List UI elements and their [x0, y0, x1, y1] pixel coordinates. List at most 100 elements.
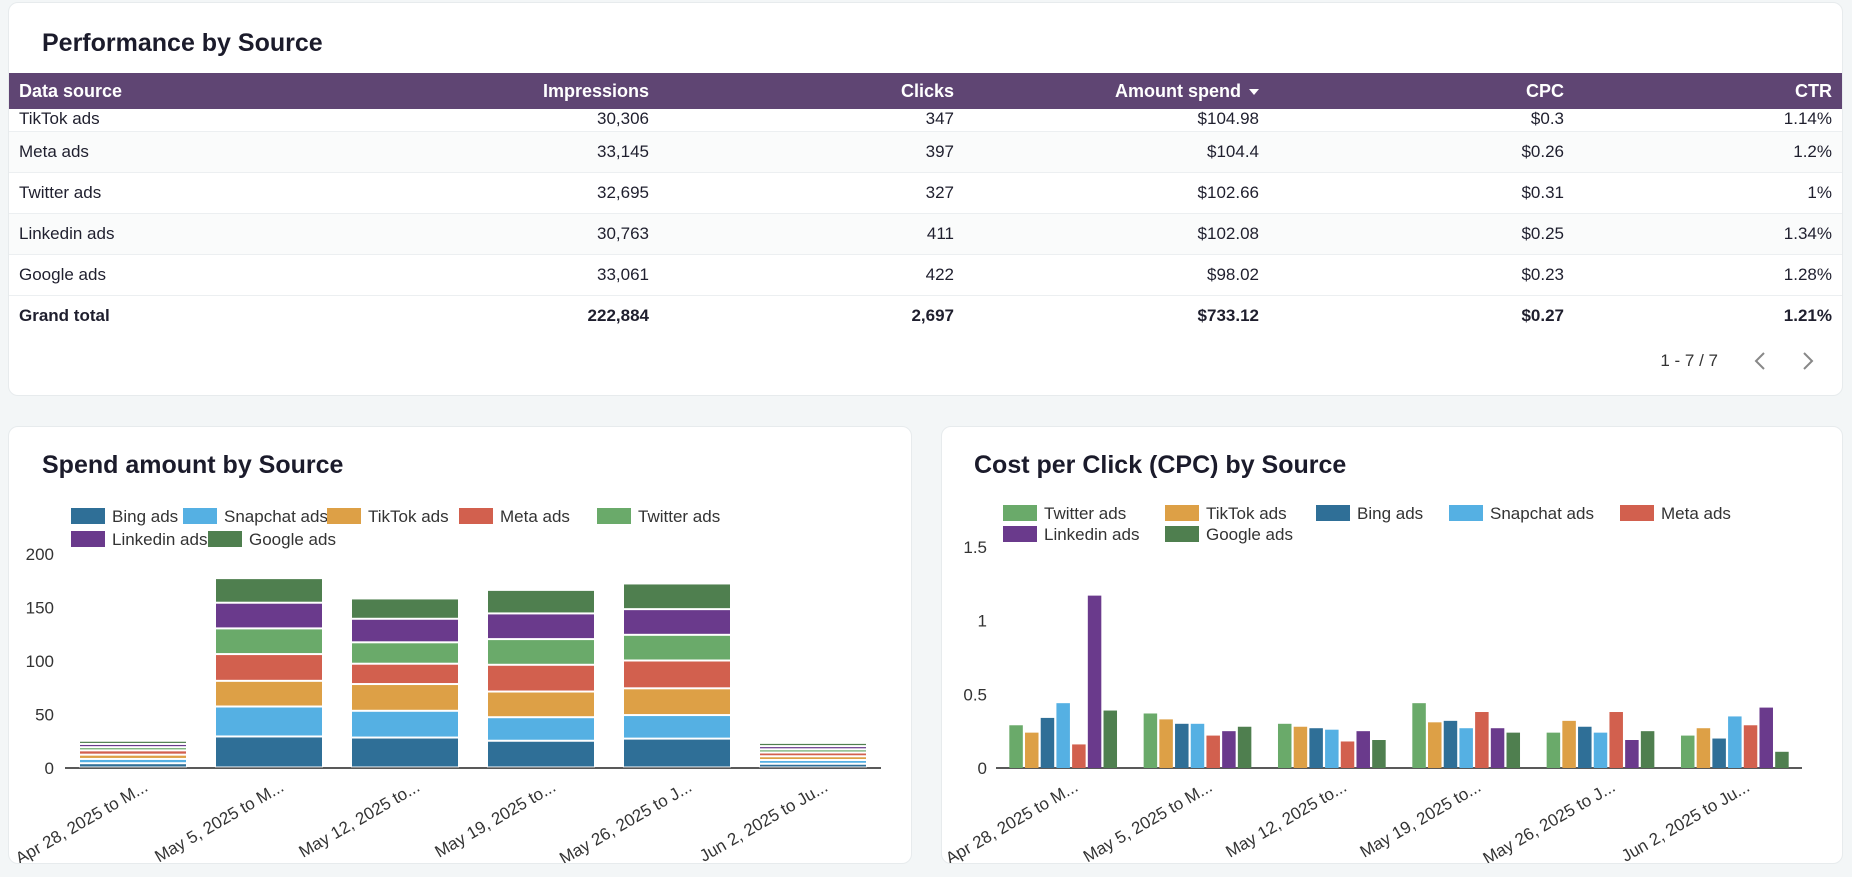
bar-linkedin-ads [1087, 595, 1102, 768]
cell-clicks: 397 [659, 131, 964, 173]
x-tick-label: May 26, 2025 to J... [1480, 777, 1619, 863]
bar-meta-ads [215, 654, 323, 681]
bar-google-ads [1640, 731, 1655, 768]
legend-label-meta-ads: Meta ads [1661, 504, 1731, 523]
column-header-amount-spend[interactable]: Amount spend [964, 73, 1269, 109]
bar-bing-ads [215, 736, 323, 768]
spend-chart-title: Spend amount by Source [42, 451, 344, 479]
bar-tiktok-ads [1696, 728, 1711, 768]
bar-twitter-ads [1009, 725, 1023, 768]
column-header-ctr[interactable]: CTR [1574, 73, 1842, 109]
bar-bing-ads [1443, 720, 1458, 768]
legend-label-snapchat-ads: Snapchat ads [1490, 504, 1594, 523]
y-tick-label: 100 [26, 652, 54, 671]
y-tick-label: 0 [45, 759, 54, 778]
total-ctr: 1.21% [1783, 306, 1832, 325]
column-header-impressions[interactable]: Impressions [369, 73, 659, 109]
bar-tiktok-ads [759, 756, 867, 761]
cell-amount-spend: $102.66 [964, 172, 1269, 214]
column-header-amount-label: Amount spend [1115, 80, 1241, 101]
bar-meta-ads [759, 752, 867, 757]
y-tick-label: 200 [26, 545, 54, 564]
performance-table: Data source Impressions Clicks Amount sp… [9, 73, 1842, 336]
y-tick-label: 1 [978, 612, 987, 631]
legend-label-tiktok-ads: TikTok ads [1206, 504, 1287, 523]
cell-clicks: 327 [659, 172, 964, 214]
table-header-row: Data source Impressions Clicks Amount sp… [9, 73, 1842, 109]
legend-swatch-tiktok-ads [327, 508, 361, 524]
bar-google-ads [215, 578, 323, 603]
bar-linkedin-ads [759, 746, 867, 750]
cell-clicks: 347 [659, 109, 964, 132]
bar-snapchat-ads [487, 717, 595, 741]
bar-google-ads [759, 742, 867, 747]
bar-tiktok-ads [623, 688, 731, 716]
legend-label-meta-ads: Meta ads [500, 507, 570, 526]
bar-tiktok-ads [1025, 732, 1039, 768]
legend-swatch-linkedin-ads [1003, 526, 1037, 542]
bar-snapchat-ads [759, 760, 867, 764]
x-tick-label: May 19, 2025 to... [1357, 777, 1484, 862]
table-row: Google ads 33,061 422 $98.02 $0.23 1.28% [9, 254, 1842, 296]
cell-clicks: 411 [659, 213, 964, 255]
spend-chart-panel: Spend amount by Source Bing ads Snapchat … [8, 426, 912, 864]
cell-amount-spend: $104.4 [964, 131, 1269, 173]
cell-cpc: $0.23 [1269, 254, 1574, 296]
bar-twitter-ads [215, 628, 323, 655]
spend-chart: Bing ads Snapchat ads TikTok ads Meta ads Tw… [12, 507, 881, 863]
legend-swatch-snapchat-ads [183, 508, 217, 524]
bar-linkedin-ads [1356, 731, 1370, 768]
cell-cpc: $0.25 [1269, 213, 1574, 255]
bar-google-ads [351, 598, 459, 619]
bar-meta-ads [1072, 744, 1086, 768]
legend-swatch-google-ads [1165, 526, 1199, 542]
bar-bing-ads [351, 737, 459, 768]
bar-twitter-ads [79, 747, 187, 751]
next-page-button[interactable] [1798, 349, 1818, 373]
prev-page-button[interactable] [1750, 349, 1770, 373]
bar-meta-ads [1340, 741, 1355, 768]
column-header-clicks[interactable]: Clicks [659, 73, 964, 109]
bar-meta-ads [79, 750, 187, 755]
x-tick-label: May 19, 2025 to... [432, 777, 559, 862]
bar-linkedin-ads [79, 743, 187, 748]
cell-ctr: 1.28% [1574, 254, 1842, 296]
bar-twitter-ads [759, 749, 867, 753]
legend-label-twitter-ads: Twitter ads [638, 507, 720, 526]
cell-amount-spend: $102.08 [964, 213, 1269, 255]
x-tick-label: May 12, 2025 to... [1222, 777, 1349, 862]
bar-bing-ads [759, 763, 867, 768]
performance-panel: Performance by Source Data source Impres… [8, 2, 1843, 396]
cell-ctr: 1.34% [1574, 213, 1842, 255]
total-clicks: 2,697 [911, 306, 954, 325]
legend-swatch-meta-ads [1620, 505, 1654, 521]
bar-twitter-ads [487, 639, 595, 665]
legend-swatch-snapchat-ads [1449, 505, 1483, 521]
cell-clicks: 422 [659, 254, 964, 296]
x-tick-label: May 5, 2025 to M... [151, 777, 287, 863]
legend-swatch-bing-ads [1316, 505, 1350, 521]
x-tick-label: May 26, 2025 to J... [556, 777, 695, 863]
cell-impressions: 33,145 [369, 131, 659, 173]
legend-swatch-google-ads [208, 531, 242, 547]
bar-google-ads [623, 583, 731, 610]
performance-title: Performance by Source [42, 29, 323, 57]
cell-source: Twitter ads [9, 172, 369, 214]
legend-label-bing-ads: Bing ads [1357, 504, 1423, 523]
column-header-cpc[interactable]: CPC [1269, 73, 1574, 109]
cell-impressions: 32,695 [369, 172, 659, 214]
bar-meta-ads [1609, 712, 1623, 768]
column-header-source[interactable]: Data source [9, 73, 369, 109]
bar-snapchat-ads [215, 706, 323, 737]
cell-cpc: $0.3 [1269, 109, 1574, 132]
cell-impressions: 33,061 [369, 254, 659, 296]
bar-twitter-ads [1277, 723, 1292, 768]
chevron-right-icon [1803, 352, 1814, 370]
bar-twitter-ads [1412, 703, 1426, 768]
bar-snapchat-ads [623, 715, 731, 739]
legend-swatch-tiktok-ads [1165, 505, 1199, 521]
bar-twitter-ads [1143, 713, 1158, 768]
bar-meta-ads [1743, 725, 1758, 768]
legend-swatch-linkedin-ads [71, 531, 105, 547]
y-tick-label: 1.5 [963, 538, 987, 557]
